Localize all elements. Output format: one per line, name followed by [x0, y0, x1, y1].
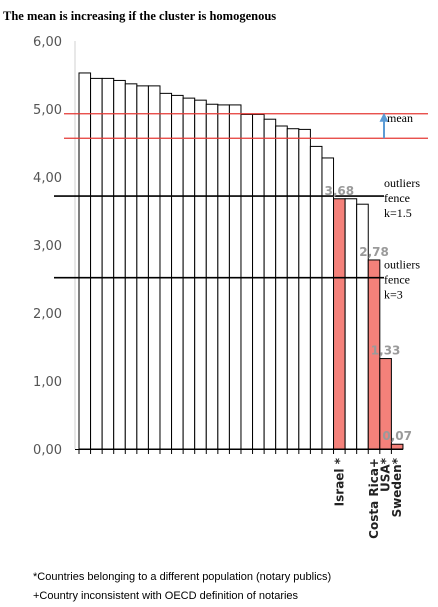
category-label: Israel * — [332, 457, 346, 506]
bar — [298, 128, 311, 450]
bar — [367, 259, 381, 450]
y-tick-label: 4,00 — [33, 171, 62, 186]
bar — [275, 125, 288, 450]
outliers-fence-label: outliers — [384, 258, 420, 272]
bar — [136, 85, 149, 450]
data-label: 2,78 — [359, 245, 389, 259]
bar — [263, 118, 277, 450]
bar — [379, 358, 392, 450]
category-label: Costa Rica+ — [367, 458, 381, 539]
footnote-oecd-definition: +Country inconsistent with OECD definiti… — [33, 590, 299, 602]
bar — [113, 79, 126, 450]
bar — [333, 198, 346, 450]
data-label: 3,68 — [325, 184, 355, 198]
bar — [252, 113, 265, 450]
footnote-different-population: *Countries belonging to a different popu… — [33, 571, 332, 583]
bar — [147, 85, 161, 450]
outliers-fence-label: fence — [384, 191, 410, 205]
bar — [309, 145, 323, 450]
y-tick-label: 2,00 — [33, 307, 62, 322]
bar — [159, 92, 173, 450]
bar — [90, 77, 103, 450]
bar — [240, 113, 254, 450]
outliers-fence-label: outliers — [384, 176, 420, 190]
bar — [390, 443, 404, 450]
y-tick-label: 6,00 — [33, 35, 62, 50]
data-label: 0,07 — [382, 429, 412, 443]
bar — [205, 103, 219, 450]
category-label: Sweden* — [390, 457, 404, 517]
outliers-fence-label: k=1.5 — [384, 206, 412, 220]
category-label: USA* — [379, 457, 393, 492]
bar — [321, 157, 335, 450]
outliers-fence-label: k=3 — [384, 288, 403, 302]
mean-arrow-head — [379, 112, 389, 122]
bar — [101, 77, 115, 450]
bar — [78, 72, 92, 450]
y-tick-label: 1,00 — [33, 375, 62, 390]
bar — [171, 94, 184, 450]
bar — [344, 198, 358, 450]
mean-label: mean — [387, 111, 413, 125]
bar — [194, 99, 207, 450]
bar — [182, 97, 196, 450]
bar — [286, 128, 300, 450]
outliers-fence-label: fence — [384, 273, 410, 287]
bar — [356, 203, 369, 450]
y-tick-label: 0,00 — [33, 443, 62, 458]
y-tick-label: 5,00 — [33, 103, 62, 118]
data-label: 1,33 — [371, 344, 401, 358]
y-tick-label: 3,00 — [33, 239, 62, 254]
chart-title: The mean is increasing if the cluster is… — [3, 9, 277, 23]
